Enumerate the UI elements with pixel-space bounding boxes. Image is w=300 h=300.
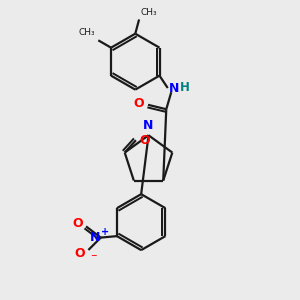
Text: +: + — [101, 227, 109, 237]
Text: O: O — [73, 217, 83, 230]
Text: N: N — [90, 230, 100, 244]
Text: N: N — [169, 82, 179, 94]
Text: O: O — [140, 134, 150, 147]
Text: CH₃: CH₃ — [141, 8, 157, 16]
Text: O: O — [75, 247, 86, 260]
Text: ⁻: ⁻ — [90, 252, 97, 265]
Text: N: N — [143, 119, 153, 132]
Text: H: H — [180, 81, 190, 94]
Text: CH₃: CH₃ — [79, 28, 95, 38]
Text: O: O — [133, 97, 144, 110]
